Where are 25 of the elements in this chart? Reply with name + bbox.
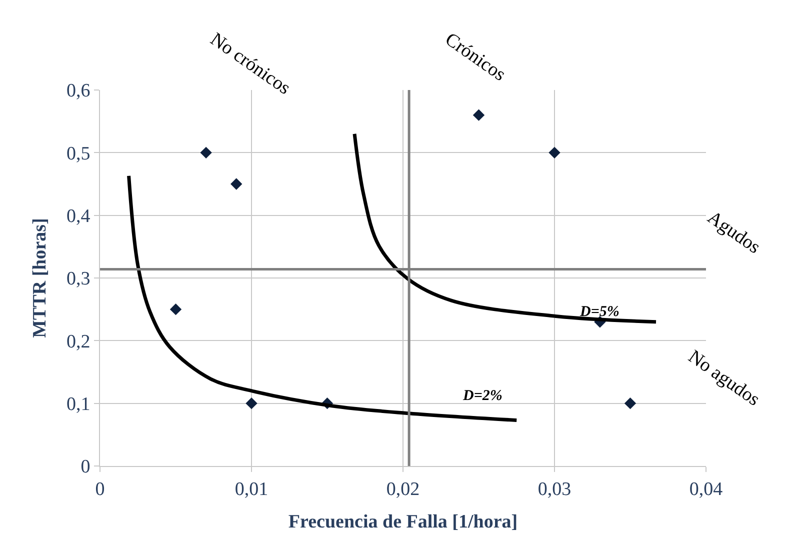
y-axis-title: MTTR [horas] — [29, 218, 50, 338]
x-tick-label: 0,04 — [689, 478, 724, 500]
x-tick-label: 0,02 — [386, 478, 420, 500]
y-tick-label: 0,6 — [66, 80, 90, 102]
point — [200, 146, 212, 159]
x-axis-title: Frecuencia de Falla [1/hora] — [288, 512, 518, 533]
y-tick-label: 0 — [80, 456, 90, 478]
annotation: D=2% — [462, 388, 502, 404]
y-tick-label: 0,2 — [66, 331, 90, 352]
point — [548, 146, 560, 159]
y-tick-label: 0,1 — [66, 394, 90, 415]
y-tick-label: 0,5 — [66, 143, 90, 164]
point — [624, 397, 636, 410]
point — [170, 303, 182, 316]
line-series — [352, 132, 658, 324]
x-tick-label: 0 — [95, 478, 105, 500]
point — [472, 109, 485, 121]
x-tick-label: 0,03 — [538, 478, 572, 500]
point — [230, 178, 242, 190]
point — [246, 397, 258, 410]
y-tick-label: 0,4 — [66, 206, 91, 227]
annotation: D=5% — [579, 304, 620, 320]
x-tick-label: 0,01 — [234, 478, 268, 500]
line-series — [127, 174, 518, 422]
y-tick-label: 0,3 — [66, 268, 90, 290]
